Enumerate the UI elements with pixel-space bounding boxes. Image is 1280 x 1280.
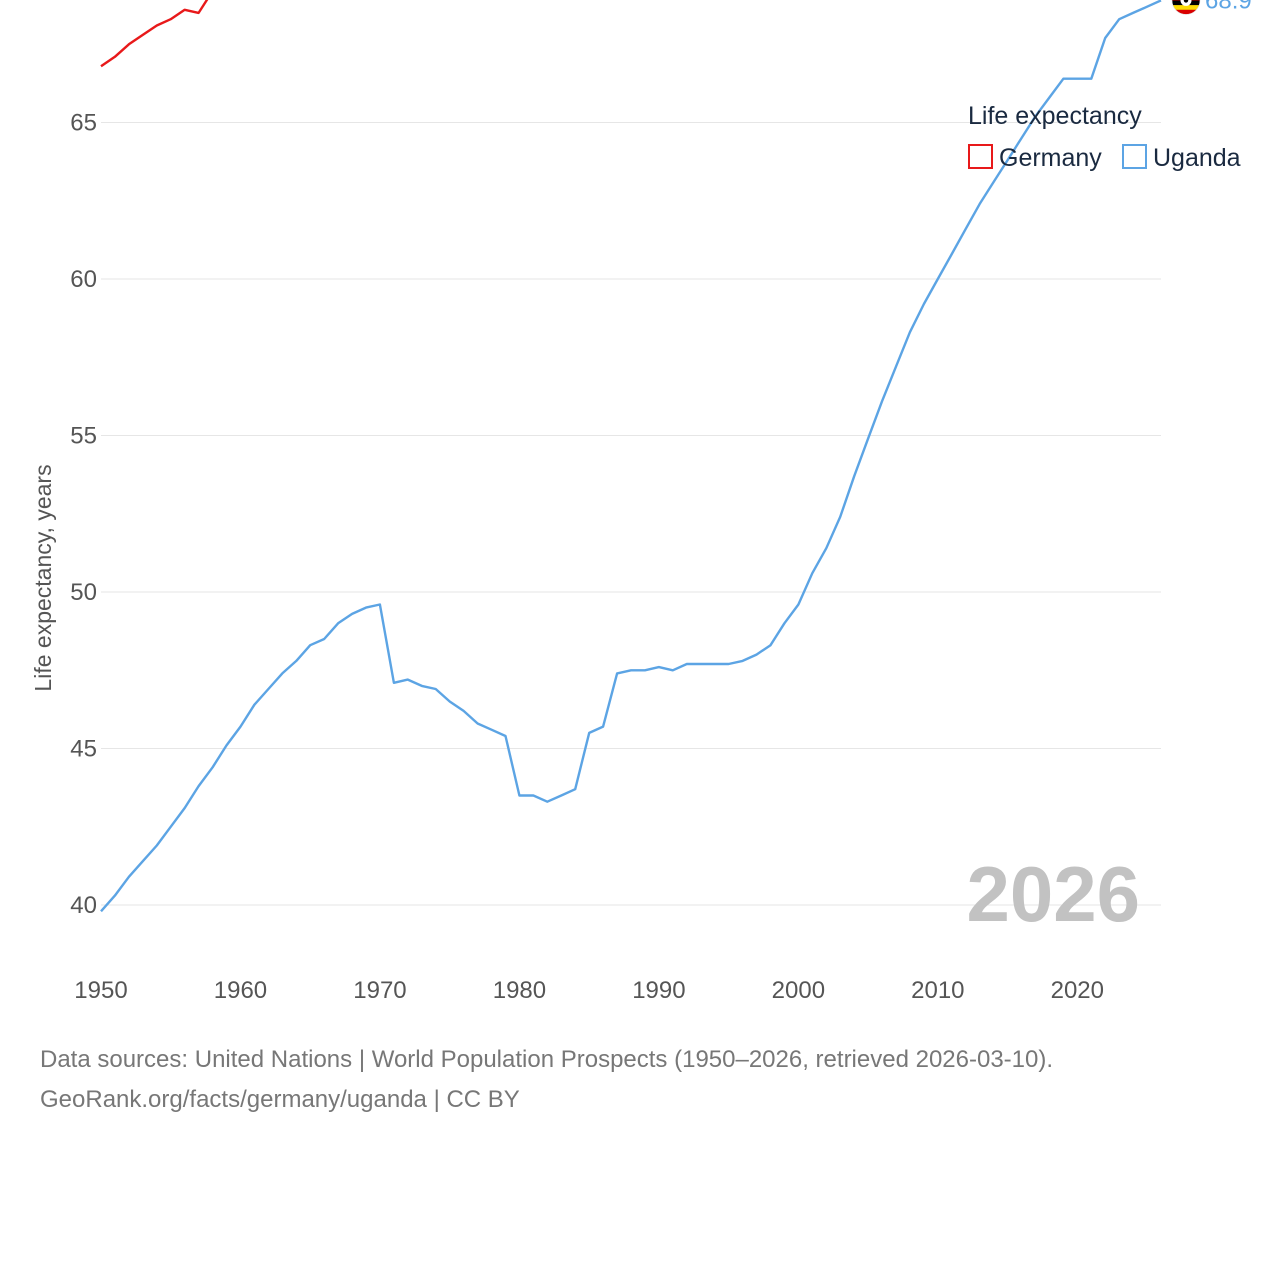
legend-swatch-uganda xyxy=(1122,144,1147,169)
x-tick-label-2000: 2000 xyxy=(772,977,825,1004)
x-tick-label-1980: 1980 xyxy=(493,977,546,1004)
uganda-flag-icon xyxy=(1171,0,1201,15)
x-tick-label-1990: 1990 xyxy=(632,977,685,1004)
end-value-label-uganda: 68.9 xyxy=(1205,0,1252,14)
y-tick-label-65: 65 xyxy=(70,110,97,137)
series-end-labels: 81.968.9 xyxy=(1171,0,1252,15)
series-lines xyxy=(100,0,1162,913)
x-tick-label-1950: 1950 xyxy=(74,977,127,1004)
legend-label-germany: Germany xyxy=(999,144,1102,172)
y-tick-label-40: 40 xyxy=(70,892,97,919)
y-tick-label-55: 55 xyxy=(70,423,97,450)
y-axis-ticks: 404550556065707580 xyxy=(70,110,97,920)
life-expectancy-chart: 404550556065707580 195019601970198019902… xyxy=(30,0,1252,1004)
y-axis-label: Life expectancy, years xyxy=(30,464,56,691)
gridlines xyxy=(101,122,1161,906)
attribution-link[interactable]: GeoRank.org/facts/germany/uganda | CC BY xyxy=(40,1086,520,1113)
data-source-text: Data sources: United Nations | World Pop… xyxy=(40,1046,1054,1073)
legend-label-uganda: Uganda xyxy=(1153,144,1241,172)
legend-swatch-germany xyxy=(968,144,993,169)
footer: Data sources: United Nations | World Pop… xyxy=(40,1040,1053,1120)
x-tick-label-1960: 1960 xyxy=(214,977,267,1004)
legend: Life expectancy Germany Uganda xyxy=(968,102,1241,172)
y-tick-label-45: 45 xyxy=(70,736,97,763)
legend-item-uganda[interactable]: Uganda xyxy=(1122,144,1241,172)
x-axis-ticks: 1950 1960 1970 1980 1990 2000 2010 2020 xyxy=(74,977,1104,1004)
series-line-germany[interactable] xyxy=(100,0,1161,68)
y-tick-label-60: 60 xyxy=(70,266,97,293)
x-tick-label-2020: 2020 xyxy=(1051,977,1104,1004)
x-tick-label-1970: 1970 xyxy=(353,977,406,1004)
series-line-uganda[interactable] xyxy=(100,0,1162,913)
x-tick-label-2010: 2010 xyxy=(911,977,964,1004)
legend-item-germany[interactable]: Germany xyxy=(968,144,1102,172)
y-tick-label-50: 50 xyxy=(70,579,97,606)
legend-title: Life expectancy xyxy=(968,102,1142,130)
year-watermark: 2026 xyxy=(966,850,1140,938)
